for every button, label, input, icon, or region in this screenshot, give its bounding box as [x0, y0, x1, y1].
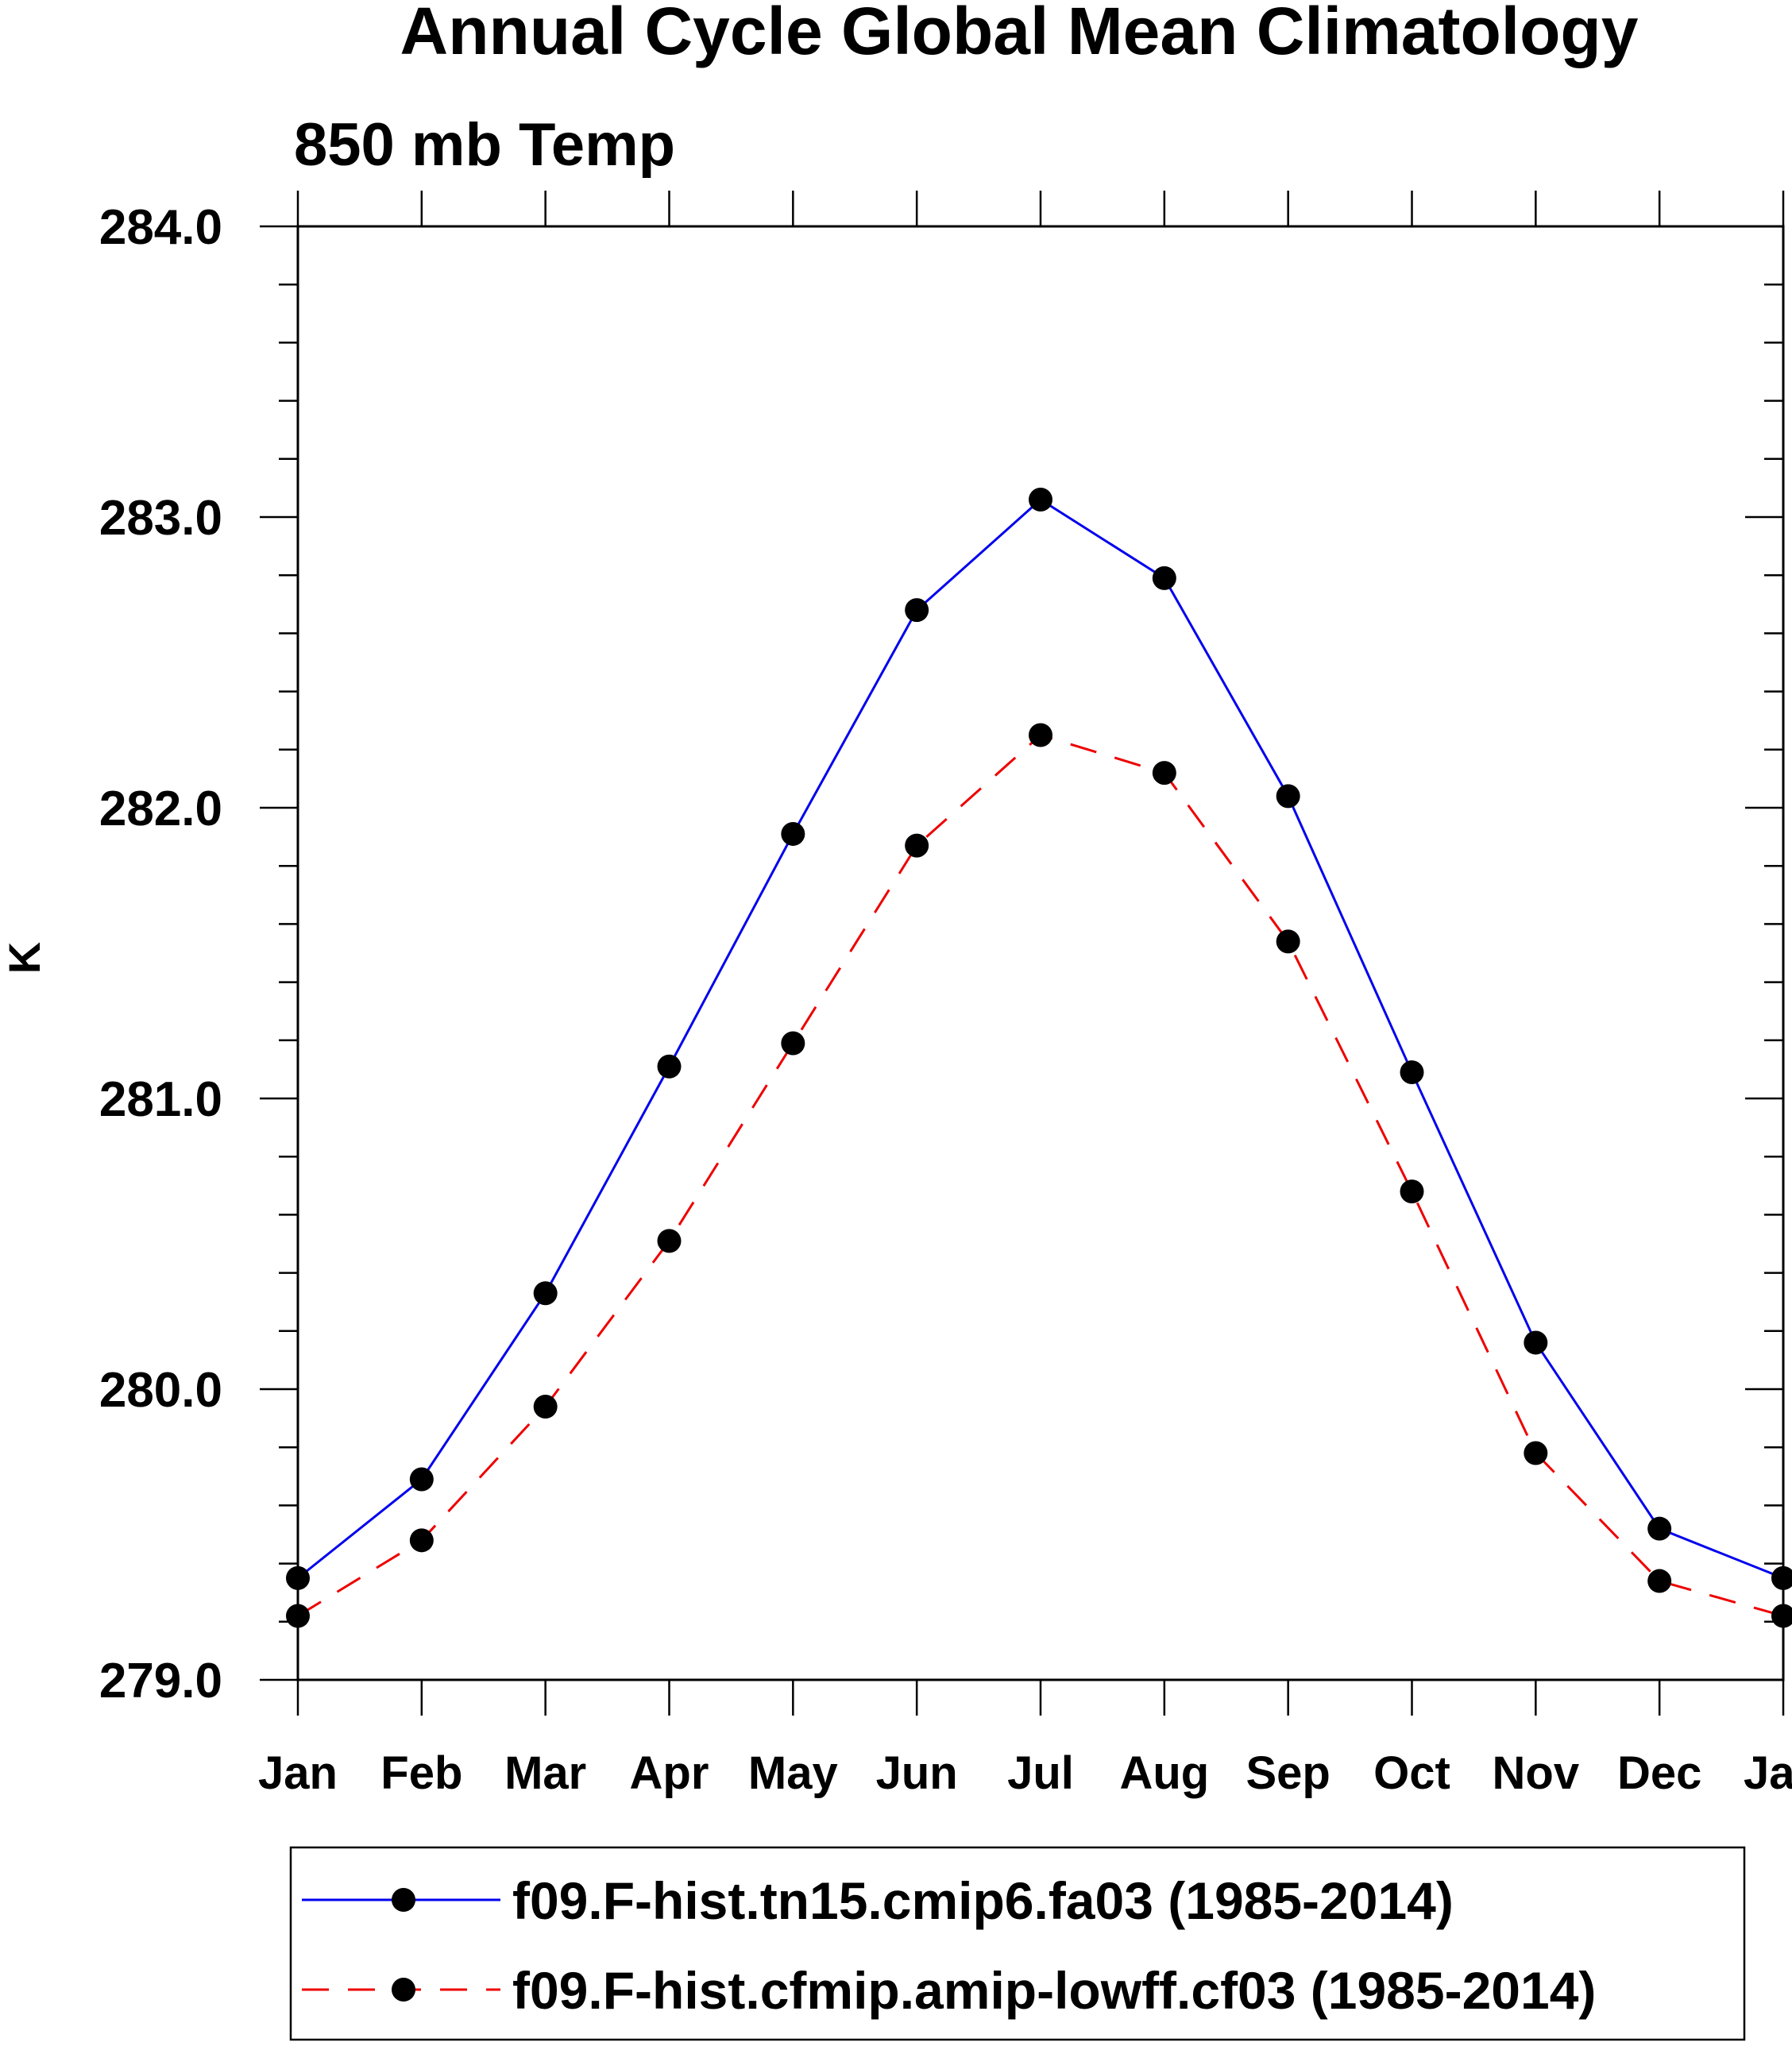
y-tick-labels: 279.0 280.0 281.0 282.0 283.0 284.0: [99, 200, 222, 1708]
y-tick-label: 281.0: [99, 1072, 222, 1127]
data-point-series-1: [1647, 1516, 1672, 1541]
data-point-series-2: [1647, 1569, 1672, 1593]
x-tick-label: Feb: [380, 1747, 462, 1799]
axis-ticks: [260, 191, 1785, 1716]
x-tick-label: Jan: [258, 1747, 338, 1799]
data-point-series-1: [1524, 1330, 1548, 1355]
x-tick-label: Oct: [1373, 1747, 1450, 1799]
chart-subtitle: 850 mb Temp: [294, 111, 675, 179]
data-point-series-2: [1029, 723, 1052, 747]
y-tick-label: 280.0: [99, 1363, 222, 1418]
x-tick-label: May: [748, 1747, 838, 1799]
data-point-series-2: [905, 833, 929, 858]
x-tick-label: Jan: [1744, 1747, 1792, 1799]
data-point-series-2: [1771, 1604, 1792, 1628]
legend: f09.F-hist.tn15.cmip6.fa03 (1985-2014) f…: [289, 1846, 1746, 2041]
x-tick-label: Dec: [1617, 1747, 1701, 1799]
series-line-1: [297, 498, 1784, 1580]
y-tick-label: 279.0: [99, 1654, 222, 1708]
x-tick-label: Nov: [1493, 1747, 1580, 1799]
legend-label-series-1: f09.F-hist.tn15.cmip6.fa03 (1985-2014): [512, 1871, 1454, 1930]
data-point-series-1: [1152, 566, 1176, 590]
data-point-series-1: [1276, 784, 1300, 809]
series-line-2: [297, 733, 1784, 1617]
x-tick-label: Aug: [1119, 1747, 1209, 1799]
legend-box: [289, 1846, 1746, 2041]
data-point-series-1: [1771, 1565, 1792, 1590]
data-point-series-2: [657, 1229, 682, 1253]
x-tick-labels: Jan Feb Mar Apr May Jun Jul Aug Sep Oct Nov Dec Jan: [258, 1747, 1792, 1799]
y-tick-label: 284.0: [99, 200, 222, 255]
data-point-series-1: [905, 598, 929, 623]
data-point-series-2: [1400, 1179, 1424, 1204]
legend-marker-series-2: [392, 1978, 415, 2002]
data-point-series-2: [1524, 1441, 1548, 1465]
data-point-series-2: [781, 1031, 805, 1056]
legend-marker-series-1: [392, 1888, 415, 1912]
data-point-series-2: [1276, 929, 1300, 954]
x-tick-label: Jul: [1007, 1747, 1074, 1799]
data-point-series-1: [1400, 1060, 1424, 1085]
series-points: [286, 488, 1792, 1628]
data-point-series-2: [1152, 761, 1176, 786]
chart-title: Annual Cycle Global Mean Climatology: [400, 0, 1639, 68]
y-tick-label: 283.0: [99, 491, 222, 546]
data-point-series-1: [409, 1467, 434, 1492]
data-point-series-1: [657, 1054, 682, 1079]
data-point-series-2: [533, 1394, 558, 1419]
x-tick-label: Mar: [504, 1747, 586, 1799]
data-point-series-1: [1029, 488, 1052, 512]
data-point-series-1: [781, 821, 805, 846]
y-axis-label: K: [0, 942, 49, 974]
y-tick-label: 282.0: [99, 782, 222, 836]
x-tick-label: Apr: [630, 1747, 709, 1799]
data-point-series-2: [409, 1528, 434, 1553]
plot-frame: [296, 225, 1785, 1681]
x-tick-label: Sep: [1246, 1747, 1330, 1799]
series-lines: [297, 498, 1784, 1617]
data-point-series-1: [533, 1281, 558, 1306]
legend-label-series-2: f09.F-hist.cfmip.amip-lowff.cf03 (1985-2…: [512, 1961, 1596, 2020]
x-tick-label: Jun: [876, 1747, 958, 1799]
